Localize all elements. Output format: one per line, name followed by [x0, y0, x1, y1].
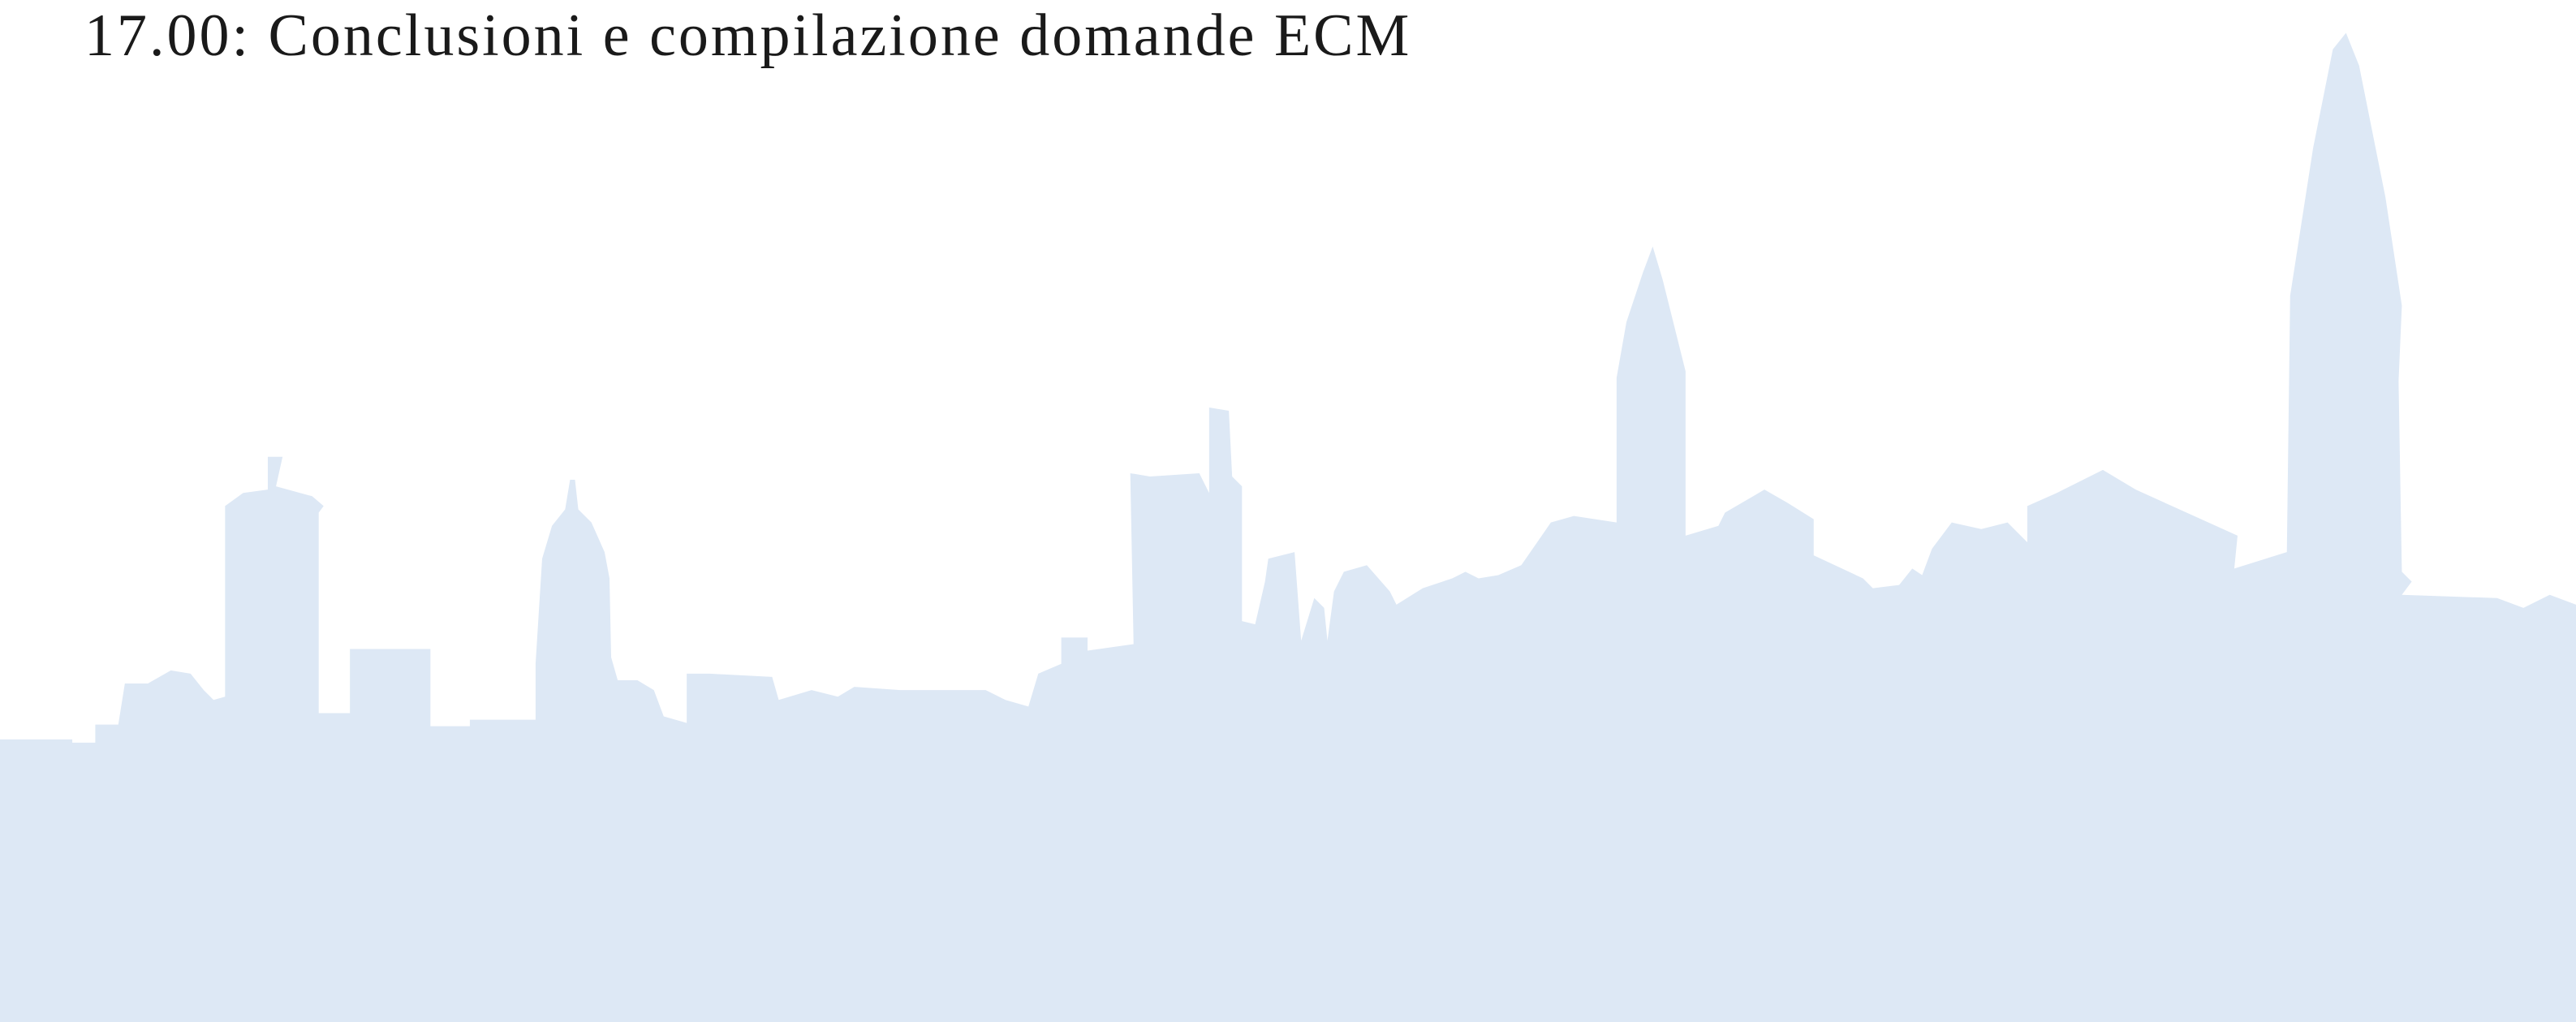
- city-skyline: [0, 32, 2576, 1022]
- schedule-item: 17.00: Conclusioni e compilazione domand…: [84, 2, 1411, 71]
- page: {"schedule": {"item": "17.00: Conclusion…: [0, 0, 2576, 1022]
- skyline-background: [0, 0, 2576, 1022]
